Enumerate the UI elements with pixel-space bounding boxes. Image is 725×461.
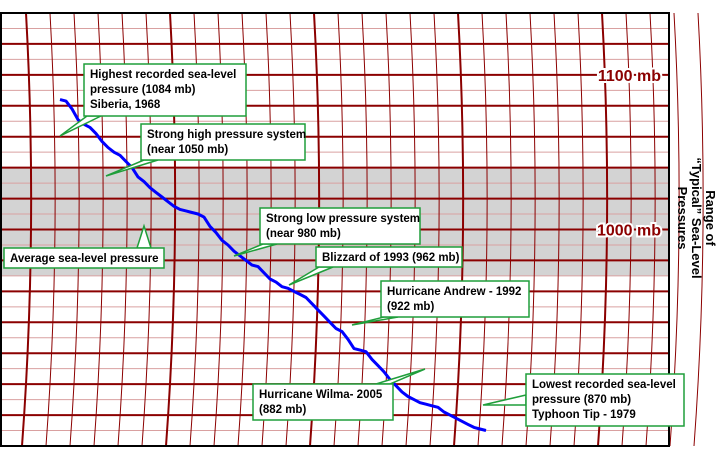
callout-text: pressure (1084 mb) — [90, 84, 196, 96]
callout-text: (882 mb) — [259, 404, 306, 416]
callout-text: Hurricane Wilma- 2005 — [259, 389, 383, 401]
grid-line-arc — [501, 12, 512, 447]
callout-box — [3, 247, 165, 269]
grid-line-arc — [45, 12, 56, 447]
callout-text: (near 1050 mb) — [147, 144, 228, 156]
callout-text: Strong low pressure system — [266, 213, 420, 225]
callout-text: (near 980 mb) — [266, 228, 341, 240]
typical-range-label: Range of“Typical” Sea-LevelPressures — [675, 157, 718, 278]
callout-box — [525, 373, 685, 427]
chart-frame — [0, 12, 670, 447]
callout-text: pressure (870 mb) — [532, 394, 631, 406]
typical-range-label-line: Pressures — [675, 187, 690, 250]
callout-lowest: Lowest recorded sea-level pressure (870 m… — [482, 373, 685, 427]
callout-blizzard: Blizzard of 1993 (962 mb) — [288, 246, 463, 286]
callout-strong-low: Strong low pressure system (near 980 mb) — [233, 207, 421, 257]
callout-text: (922 mb) — [387, 301, 434, 313]
grid-line-arc — [453, 12, 465, 447]
callout-box — [315, 246, 463, 268]
grid-line-arc — [21, 12, 33, 447]
callout-text: Hurricane Andrew - 1992 — [387, 286, 521, 298]
callout-box — [380, 280, 530, 318]
callout-text: Strong high pressure system — [147, 129, 306, 141]
callout-box — [83, 63, 247, 117]
grid-line-arc — [477, 12, 488, 447]
callout-text: Blizzard of 1993 (962 mb) — [322, 252, 460, 264]
grid-line-arc — [69, 12, 80, 447]
typical-range-label-line: Range of — [703, 190, 718, 246]
grid-line-arc — [429, 12, 440, 447]
callout-box — [259, 207, 421, 245]
callout-text: Siberia, 1968 — [90, 99, 161, 111]
callout-text: Typhoon Tip - 1979 — [532, 409, 636, 421]
callout-andrew: Hurricane Andrew - 1992 (922 mb) — [351, 280, 530, 326]
y-axis-label: 1000 mb — [597, 223, 661, 240]
callout-text: Highest recorded sea-level — [90, 69, 236, 81]
callout-text: Lowest recorded sea-level — [532, 379, 676, 391]
typical-range-label-line: “Typical” Sea-Level — [689, 157, 704, 278]
callout-strong-high: Strong high pressure system (near 1050 mb… — [105, 123, 306, 177]
callout-box — [252, 383, 394, 421]
callout-box — [140, 123, 306, 161]
y-axis-label: 1100 mb — [598, 68, 661, 85]
callout-highest: Highest recorded sea-level pressure (1084… — [59, 63, 247, 137]
callouts: Highest recorded sea-level pressure (1084… — [3, 63, 685, 427]
grid-line-arc — [693, 12, 704, 447]
callout-average: Average sea-level pressure — [3, 223, 165, 269]
callout-text: Average sea-level pressure — [10, 253, 159, 265]
callout-wilma: Hurricane Wilma- 2005 (882 mb) — [252, 368, 426, 421]
